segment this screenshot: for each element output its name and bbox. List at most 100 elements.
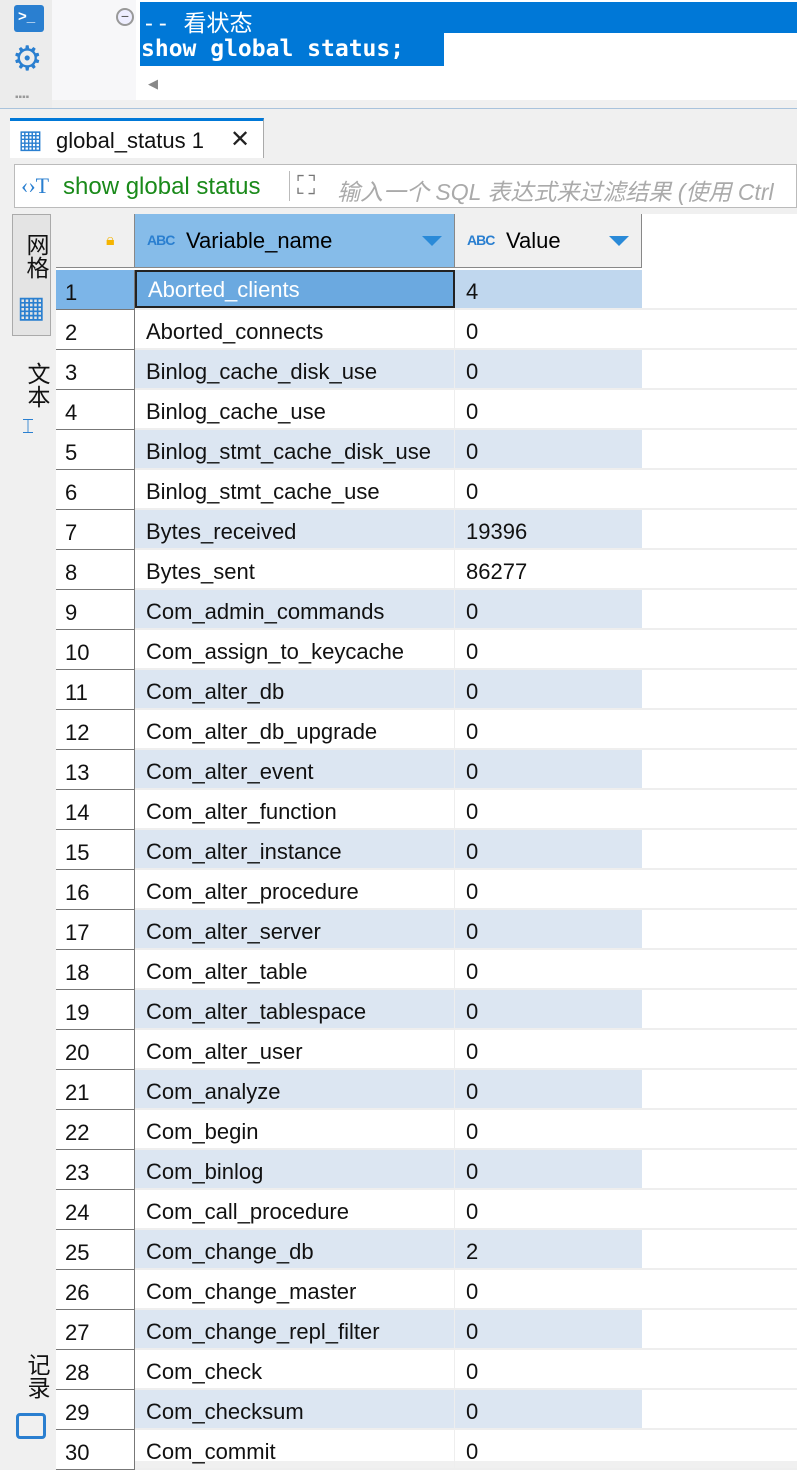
row-number[interactable]: 17 [56,910,135,950]
table-row[interactable]: 4 Binlog_cache_use 0 [56,390,797,430]
filter-query-label[interactable]: show global status [63,173,261,200]
table-row[interactable]: 18 Com_alter_table 0 [56,950,797,990]
gear-icon[interactable]: ⚙ [12,40,43,78]
table-row[interactable]: 29 Com_checksum 0 [56,1390,797,1430]
scroll-left-icon[interactable]: ◀ [148,76,158,91]
cell-variable-name[interactable]: Aborted_connects [135,310,455,348]
row-number[interactable]: 22 [56,1110,135,1150]
cell-variable-name[interactable]: Binlog_cache_use [135,390,455,428]
table-row[interactable]: 16 Com_alter_procedure 0 [56,870,797,910]
cell-variable-name[interactable]: Binlog_cache_disk_use [135,350,455,388]
close-icon[interactable]: ✕ [230,126,251,153]
cell-variable-name[interactable]: Com_binlog [135,1150,455,1188]
table-row[interactable]: 20 Com_alter_user 0 [56,1030,797,1070]
cell-value[interactable]: 0 [466,1279,479,1304]
cell-value[interactable]: 0 [466,399,479,424]
table-row[interactable]: 8 Bytes_sent 86277 [56,550,797,590]
cell-value[interactable]: 0 [455,590,642,628]
row-number[interactable]: 10 [56,630,135,670]
cell-value[interactable]: 0 [455,990,642,1028]
row-number[interactable]: 9 [56,590,135,630]
cell-variable-name[interactable]: Com_alter_server [135,910,455,948]
column-header-value[interactable]: ABC Value [455,214,642,268]
cell-value[interactable]: 0 [455,910,642,948]
filter-input-placeholder[interactable]: 输入一个 SQL 表达式来过滤结果 (使用 Ctrl [337,179,774,205]
row-number[interactable]: 16 [56,870,135,910]
drag-handle[interactable]: ▪▪▪▪ [15,92,30,103]
cell-value[interactable]: 0 [466,1199,479,1224]
cell-value[interactable]: 0 [466,879,479,904]
cell-value[interactable]: 2 [455,1230,642,1268]
cell-value[interactable]: 0 [455,830,642,868]
table-row[interactable]: 27 Com_change_repl_filter 0 [56,1310,797,1350]
cell-variable-name[interactable]: Com_alter_user [135,1030,455,1068]
row-number[interactable]: 23 [56,1150,135,1190]
cell-value[interactable]: 0 [455,750,642,788]
table-row[interactable]: 3 Binlog_cache_disk_use 0 [56,350,797,390]
terminal-icon[interactable]: >_ [14,5,44,32]
row-number[interactable]: 26 [56,1270,135,1310]
filter-bar[interactable]: ‹›T show global status ⛶ 输入一个 SQL 表达式来过滤… [14,164,797,208]
row-number[interactable]: 11 [56,670,135,710]
cell-variable-name[interactable]: Bytes_received [135,510,455,548]
table-row[interactable]: 1 Aborted_clients 4 [56,270,797,310]
table-row[interactable]: 12 Com_alter_db_upgrade 0 [56,710,797,750]
tab-text[interactable]: 文本 ⌶ [12,358,51,458]
tab-global-status[interactable]: ▦ global_status 1 ✕ [10,118,264,158]
row-number[interactable]: 19 [56,990,135,1030]
row-number[interactable]: 25 [56,1230,135,1270]
table-row[interactable]: 14 Com_alter_function 0 [56,790,797,830]
row-number[interactable]: 5 [56,430,135,470]
cell-variable-name[interactable]: Binlog_stmt_cache_use [135,470,455,508]
cell-value[interactable]: 0 [455,430,642,468]
cell-variable-name[interactable]: Com_check [135,1350,455,1388]
cell-variable-name[interactable]: Com_checksum [135,1390,455,1428]
cell-variable-name[interactable]: Com_change_master [135,1270,455,1308]
cell-value[interactable]: 4 [455,270,642,308]
row-number[interactable]: 27 [56,1310,135,1350]
row-number[interactable]: 14 [56,790,135,830]
cell-variable-name[interactable]: Com_analyze [135,1070,455,1108]
row-number[interactable]: 7 [56,510,135,550]
row-number[interactable]: 3 [56,350,135,390]
table-row[interactable]: 15 Com_alter_instance 0 [56,830,797,870]
cell-value[interactable]: 0 [455,1310,642,1348]
cell-value[interactable]: 0 [466,1359,479,1384]
table-row[interactable]: 7 Bytes_received 19396 [56,510,797,550]
table-row[interactable]: 24 Com_call_procedure 0 [56,1190,797,1230]
table-row[interactable]: 9 Com_admin_commands 0 [56,590,797,630]
cell-variable-name[interactable]: Bytes_sent [135,550,455,588]
cell-value[interactable]: 0 [455,1070,642,1108]
table-row[interactable]: 10 Com_assign_to_keycache 0 [56,630,797,670]
cell-value[interactable]: 0 [466,1439,479,1464]
table-row[interactable]: 21 Com_analyze 0 [56,1070,797,1110]
column-header-variable-name[interactable]: ABC Variable_name [135,214,455,268]
row-number[interactable]: 18 [56,950,135,990]
cell-value[interactable]: 0 [455,670,642,708]
cell-variable-name[interactable]: Com_begin [135,1110,455,1148]
cell-value[interactable]: 86277 [466,559,528,584]
cell-value[interactable]: 0 [466,479,479,504]
table-row[interactable]: 30 Com_commit 0 [56,1430,797,1470]
sort-dropdown-icon[interactable] [422,236,442,246]
table-row[interactable]: 11 Com_alter_db 0 [56,670,797,710]
cell-value[interactable]: 0 [466,799,479,824]
cell-variable-name[interactable]: Com_change_repl_filter [135,1310,455,1348]
expand-icon[interactable]: ⛶ [297,170,316,200]
cell-variable-name[interactable]: Com_admin_commands [135,590,455,628]
row-number[interactable]: 20 [56,1030,135,1070]
row-number[interactable]: 29 [56,1390,135,1430]
cell-value[interactable]: 19396 [455,510,642,548]
row-number[interactable]: 21 [56,1070,135,1110]
row-number[interactable]: 30 [56,1430,135,1470]
cell-value[interactable]: 0 [466,1039,479,1064]
cell-value[interactable]: 0 [466,719,479,744]
table-row[interactable]: 17 Com_alter_server 0 [56,910,797,950]
cell-value[interactable]: 0 [455,1150,642,1188]
row-number[interactable]: 13 [56,750,135,790]
cell-value[interactable]: 0 [466,319,479,344]
cell-variable-name[interactable]: Com_alter_table [135,950,455,988]
table-row[interactable]: 26 Com_change_master 0 [56,1270,797,1310]
cell-value[interactable]: 0 [466,639,479,664]
tab-record[interactable]: 记录 [12,1353,51,1453]
